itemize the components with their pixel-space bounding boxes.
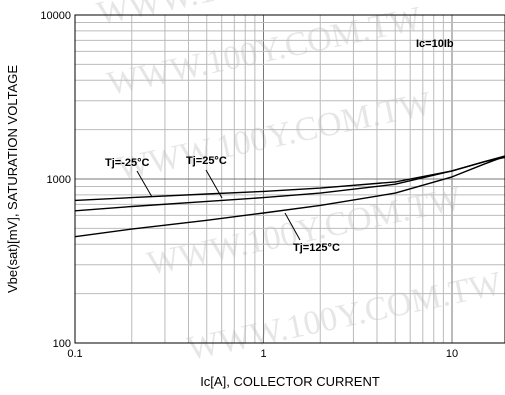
plot-frame: [74, 14, 505, 344]
series-line-1: [74, 156, 505, 212]
x-tick-label: 1: [260, 348, 266, 360]
y-tick-label: 10000: [40, 10, 71, 22]
series-lines: [74, 155, 505, 238]
annotation-tj-125: Tj=125°C: [293, 242, 340, 254]
x-tick-label: 10: [446, 348, 458, 360]
y-tick-labels: 100 1000 10000: [40, 10, 71, 350]
x-tick-label: 0.1: [67, 348, 82, 360]
annotation-tj-25: Tj=25°C: [186, 155, 227, 167]
annotations: Tj=-25°C Tj=25°C Tj=125°C Ic=10Ib: [105, 38, 454, 254]
x-tick-labels: 0.1 1 10: [67, 348, 458, 360]
condition-label: Ic=10Ib: [416, 38, 454, 50]
annotation-arrow-tj-neg25: [136, 170, 153, 198]
annotation-arrow-tj-25: [205, 169, 223, 199]
y-axis-label: Vbe(sat)[mV], SATURATION VOLTAGE: [5, 65, 20, 293]
annotation-tj-neg25: Tj=-25°C: [105, 157, 149, 169]
series-line-2: [74, 155, 505, 238]
x-axis-label: Ic[A], COLLECTOR CURRENT: [200, 374, 380, 389]
annotation-arrow-tj-125: [284, 212, 301, 241]
y-tick-label: 100: [53, 338, 71, 350]
grid: [74, 15, 505, 344]
y-tick-label: 1000: [47, 174, 71, 186]
